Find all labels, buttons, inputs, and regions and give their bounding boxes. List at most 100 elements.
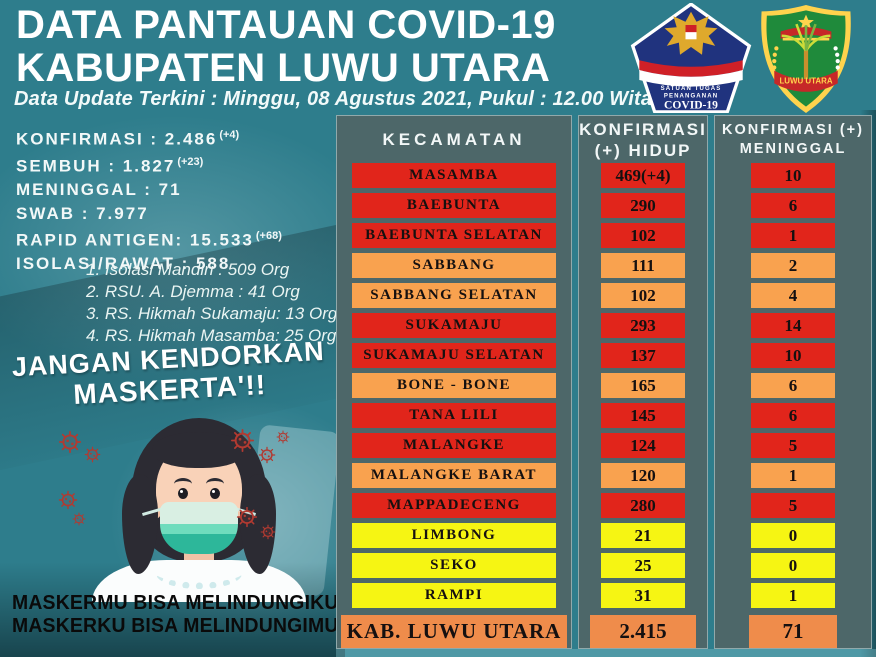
summary-stat: SEMBUH : 1.827 (+23)	[16, 156, 204, 176]
eye	[210, 488, 220, 499]
mask-footer-line1: MASKERMU BISA MELINDUNGIKU	[12, 592, 339, 614]
table-cell-meninggal: 6	[751, 193, 835, 218]
table-cell-hidup: 120	[601, 463, 685, 488]
table-cell-hidup: 290	[601, 193, 685, 218]
table-cell-meninggal: 4	[751, 283, 835, 308]
virus-icon	[72, 512, 86, 526]
summary-stat: KONFIRMASI : 2.486 (+4)	[16, 129, 240, 149]
care-breakdown-item: 4. RS. Hikmah Masamba: 25 Org	[86, 326, 337, 345]
table-cell-meninggal: 6	[751, 403, 835, 428]
crest-banner-text: LUWU UTARA	[779, 76, 832, 85]
mask-footer-line2: MASKERKU BISA MELINDUNGIMU	[12, 615, 339, 637]
hair-side	[240, 474, 276, 574]
table-cell-kecamatan: TANA LILI	[352, 403, 556, 428]
column-header-label: (+) HIDUP	[594, 140, 692, 160]
column-header-kecamatan: KECAMATAN	[337, 116, 571, 163]
column-header-meninggal: KONFIRMASI (+) MENINGGAL	[715, 116, 871, 163]
summary-stat: RAPID ANTIGEN: 15.533 (+68)	[16, 230, 282, 250]
table-cell-meninggal: 14	[751, 313, 835, 338]
table-cell-kecamatan: SUKAMAJU SELATAN	[352, 343, 556, 368]
hair-fringe	[152, 432, 246, 468]
page-title-line1: DATA PANTAUAN COVID-19	[16, 3, 556, 47]
summary-stat: ISOLASI/RAWAT : 588	[16, 254, 231, 274]
virus-icon	[58, 430, 82, 454]
mask-slogan: JANGAN KENDORKAN MASKERTA'!!	[11, 336, 328, 414]
table-total-kecamatan: KAB. LUWU UTARA	[341, 615, 567, 648]
table-cell-meninggal: 2	[751, 253, 835, 278]
table-cell-meninggal: 5	[751, 433, 835, 458]
table-cell-kecamatan: SABBANG SELATAN	[352, 283, 556, 308]
column-header-label: MENINGGAL	[739, 140, 847, 157]
column-kecamatan: KECAMATAN MASAMBA BAEBUNTA BAEBUNTA SELATA…	[336, 115, 572, 649]
table-cell-kecamatan: BAEBUNTA	[352, 193, 556, 218]
column-konfirmasi-meninggal: KONFIRMASI (+) MENINGGAL 10 6 1 2 4 14 10 6 6 5 1 5…	[714, 115, 872, 649]
column-header-label: KONFIRMASI	[579, 119, 707, 139]
table-cell-hidup: 31	[601, 583, 685, 608]
table-cell-meninggal: 5	[751, 493, 835, 518]
virus-icon	[84, 446, 101, 463]
table-cell-meninggal: 1	[751, 583, 835, 608]
table-cell-meninggal: 1	[751, 463, 835, 488]
table-cell-meninggal: 10	[751, 163, 835, 188]
table-cell-kecamatan: MALANGKE BARAT	[352, 463, 556, 488]
virus-icon	[58, 490, 78, 510]
satgas-logo-text1: SATUAN TUGAS	[661, 86, 722, 92]
table-total-hidup: 2.415	[590, 615, 696, 648]
satgas-covid19-logo-icon: SATUAN TUGAS PENANGANAN COVID-19	[630, 3, 752, 113]
face-mask	[160, 502, 238, 554]
table-cell-hidup: 293	[601, 313, 685, 338]
table-cell-kecamatan: LIMBONG	[352, 523, 556, 548]
table-cell-hidup: 469(+4)	[601, 163, 685, 188]
eyebrow	[206, 478, 224, 490]
table-cell-hidup: 102	[601, 223, 685, 248]
table-cell-kecamatan: SUKAMAJU	[352, 313, 556, 338]
table-cell-kecamatan: BAEBUNTA SELATAN	[352, 223, 556, 248]
hair-side	[122, 474, 158, 574]
care-breakdown-item: 1. Isolasi Mandiri : 509 Org	[86, 260, 290, 279]
care-breakdown-item: 3. RS. Hikmah Sukamaju: 13 Org	[86, 304, 338, 323]
column-rows-kecamatan: MASAMBA BAEBUNTA BAEBUNTA SELATAN SABBANG SA…	[337, 163, 571, 648]
table-total-meninggal: 71	[749, 615, 837, 648]
satgas-logo-text3: COVID-19	[664, 100, 718, 112]
background-photo-overlay	[336, 649, 876, 657]
summary-stat: SWAB : 7.977	[16, 203, 149, 223]
luwu-utara-crest-icon: LUWU UTARA	[761, 5, 851, 113]
page-title-line2: KABUPATEN LUWU UTARA	[16, 46, 551, 90]
table-cell-meninggal: 1	[751, 223, 835, 248]
table-cell-hidup: 145	[601, 403, 685, 428]
table-cell-hidup: 137	[601, 343, 685, 368]
update-timestamp: Data Update Terkini : Minggu, 08 Agustus…	[14, 88, 653, 110]
column-header-label: KECAMATAN	[382, 129, 526, 149]
table-cell-kecamatan: MASAMBA	[352, 163, 556, 188]
table-cell-kecamatan: BONE - BONE	[352, 373, 556, 398]
table-cell-hidup: 111	[601, 253, 685, 278]
table-cell-kecamatan: RAMPI	[352, 583, 556, 608]
mask-footer-message: MASKERMU BISA MELINDUNGIKU MASKERKU BISA…	[12, 592, 339, 638]
table-cell-meninggal: 6	[751, 373, 835, 398]
table-cell-meninggal: 10	[751, 343, 835, 368]
table-cell-meninggal: 0	[751, 523, 835, 548]
table-cell-hidup: 280	[601, 493, 685, 518]
column-konfirmasi-hidup: KONFIRMASI (+) HIDUP 469(+4) 290 102 111 102…	[578, 115, 708, 649]
satgas-logo-text2: PENANGANAN	[664, 94, 718, 100]
virus-icon	[276, 430, 290, 444]
column-header-hidup: KONFIRMASI (+) HIDUP	[579, 116, 707, 163]
eye	[178, 488, 188, 499]
virus-icon	[230, 428, 255, 453]
kecamatan-data-table: KECAMATAN MASAMBA BAEBUNTA BAEBUNTA SELATA…	[336, 115, 872, 649]
summary-stats-panel: KONFIRMASI : 2.486 (+4) SEMBUH : 1.827 (+23…	[16, 124, 282, 276]
column-rows-hidup: 469(+4) 290 102 111 102 293 137 165 145 124 120 280…	[579, 163, 707, 648]
table-cell-kecamatan: MAPPADECENG	[352, 493, 556, 518]
virus-icon	[258, 446, 276, 464]
masked-person-illustration	[62, 418, 334, 602]
table-cell-hidup: 165	[601, 373, 685, 398]
table-cell-hidup: 25	[601, 553, 685, 578]
page-title: DATA PANTAUAN COVID-19 KABUPATEN LUWU UT…	[16, 4, 556, 90]
virus-icon	[236, 506, 258, 528]
table-cell-meninggal: 0	[751, 553, 835, 578]
table-cell-hidup: 124	[601, 433, 685, 458]
summary-stat: MENINGGAL : 71	[16, 180, 182, 200]
eyebrow	[174, 478, 192, 490]
column-header-label: KONFIRMASI (+)	[722, 121, 864, 138]
